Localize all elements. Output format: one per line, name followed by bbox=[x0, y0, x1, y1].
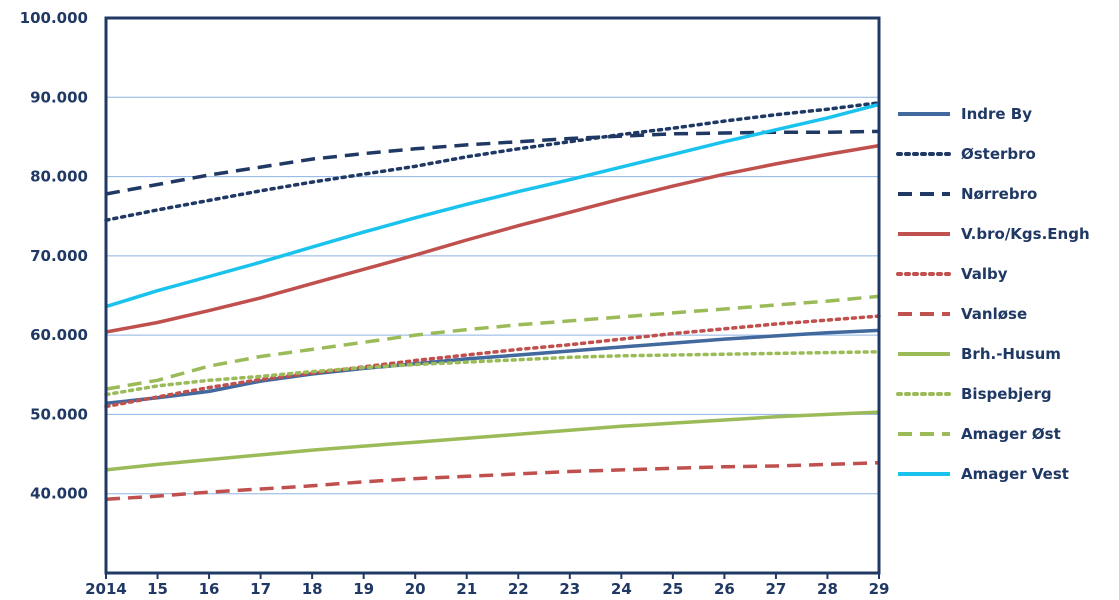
legend-label: Valby bbox=[961, 265, 1008, 283]
x-tick-label: 2014 bbox=[85, 580, 127, 598]
x-tick-label: 23 bbox=[559, 580, 580, 598]
legend-label: Brh.-Husum bbox=[961, 345, 1061, 363]
y-tick-label: 90.000 bbox=[30, 88, 88, 106]
legend-label: Amager Vest bbox=[961, 465, 1069, 483]
x-tick-label: 20 bbox=[405, 580, 426, 598]
series-line-valby bbox=[104, 314, 881, 409]
x-tick-label: 29 bbox=[869, 580, 890, 598]
x-tick-label: 22 bbox=[508, 580, 529, 598]
x-tick-label: 28 bbox=[817, 580, 838, 598]
legend-label: Amager Øst bbox=[961, 425, 1061, 443]
series-line-amager-vest bbox=[105, 102, 880, 309]
x-tick-label: 18 bbox=[302, 580, 323, 598]
x-tick-label: 27 bbox=[765, 580, 786, 598]
series-line-indre-by bbox=[105, 328, 880, 406]
x-axis-tick-labels: 2014 15 16 17 18 19 20 21 22 23 24 25 26 27 28 29 bbox=[85, 573, 889, 598]
x-tick-label: 16 bbox=[199, 580, 220, 598]
legend-label: Bispebjerg bbox=[961, 385, 1052, 403]
series-line-østerbro bbox=[104, 101, 881, 222]
legend-label: V.bro/Kgs.Engh bbox=[961, 225, 1090, 243]
series-line-bispebjerg bbox=[104, 350, 881, 397]
series-line-vanløse bbox=[105, 461, 880, 502]
series-line-amager-øst bbox=[105, 294, 880, 391]
legend-label: Vanløse bbox=[961, 305, 1027, 323]
x-tick-label: 26 bbox=[714, 580, 735, 598]
plot-area-frame bbox=[104, 16, 881, 575]
series-line-nørrebro bbox=[105, 129, 880, 196]
x-tick-label: 25 bbox=[662, 580, 683, 598]
x-tick-label: 17 bbox=[250, 580, 271, 598]
legend-label: Østerbro bbox=[961, 145, 1036, 163]
gridlines bbox=[106, 17, 879, 495]
x-tick-label: 15 bbox=[147, 580, 168, 598]
y-tick-label: 100.000 bbox=[20, 9, 88, 27]
y-tick-label: 80.000 bbox=[30, 168, 88, 186]
x-tick-label: 19 bbox=[353, 580, 374, 598]
series-line-brh-husum bbox=[105, 410, 880, 472]
y-tick-label: 60.000 bbox=[30, 326, 88, 344]
x-tick-label: 24 bbox=[611, 580, 632, 598]
legend-label: Nørrebro bbox=[961, 185, 1037, 203]
series-lines bbox=[104, 101, 881, 502]
y-axis-tick-labels: 40.000 50.000 60.000 70.000 80.000 90.000 100.… bbox=[20, 9, 88, 503]
legend-label: Indre By bbox=[961, 105, 1032, 123]
x-tick-label: 21 bbox=[456, 580, 477, 598]
y-tick-label: 40.000 bbox=[30, 485, 88, 503]
y-tick-label: 50.000 bbox=[30, 405, 88, 423]
y-tick-label: 70.000 bbox=[30, 247, 88, 265]
series-line-v-bro-kgs-engh bbox=[105, 143, 880, 334]
legend: Indre By Østerbro Nørrebro V.bro/Kgs.Engh Va… bbox=[896, 105, 1090, 483]
